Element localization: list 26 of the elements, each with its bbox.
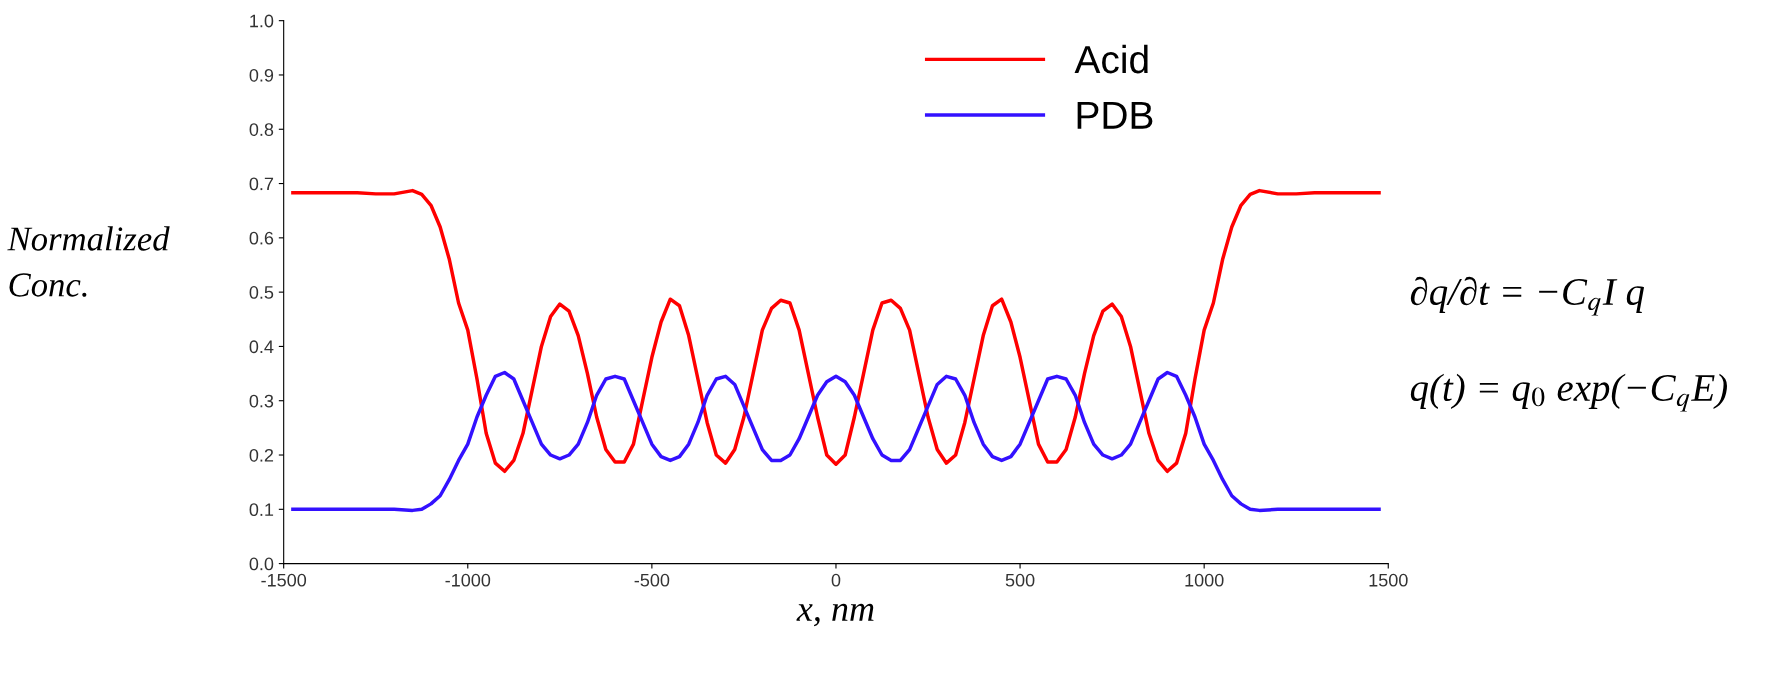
y-tick-label: 1.0 bbox=[250, 14, 274, 28]
x-axis-title: x, nm bbox=[796, 603, 874, 627]
y-axis-title: Normalized Conc. bbox=[7, 226, 170, 297]
legend-label: Acid bbox=[1074, 44, 1148, 74]
y-tick-label: 0.8 bbox=[249, 123, 274, 136]
x-tick-label: -500 bbox=[634, 573, 670, 587]
legend-label: PDB bbox=[1077, 101, 1153, 129]
y-tick-label: 0.1 bbox=[249, 503, 274, 517]
line-series bbox=[291, 370, 1381, 513]
x-tick-label: 1000 bbox=[1185, 573, 1224, 587]
text: q(t) = q$_{0}$ exp(−C$_{q}$E) bbox=[1410, 373, 1727, 412]
y-tick-label: 0.4 bbox=[249, 340, 274, 354]
x-tick-label: 1500 bbox=[1369, 573, 1408, 587]
y-tick-label: 0.2 bbox=[249, 448, 274, 462]
line-series bbox=[291, 188, 1381, 474]
y-tick-label: 0.7 bbox=[249, 177, 274, 191]
x-tick-label: -1500 bbox=[261, 573, 307, 587]
x-tick-label: 0 bbox=[831, 573, 841, 587]
x-tick-label: 500 bbox=[1005, 573, 1035, 587]
y-tick-label: 0.0 bbox=[249, 557, 274, 571]
y-tick-label: 0.6 bbox=[249, 231, 274, 245]
y-tick-label: 0.5 bbox=[249, 286, 274, 299]
y-tick-label: 0.3 bbox=[249, 394, 274, 408]
text: ∂q/∂t = −C$_{q}$I q bbox=[1410, 276, 1645, 316]
y-tick-label: 0.9 bbox=[249, 68, 274, 82]
x-tick-label: -1000 bbox=[445, 573, 491, 587]
